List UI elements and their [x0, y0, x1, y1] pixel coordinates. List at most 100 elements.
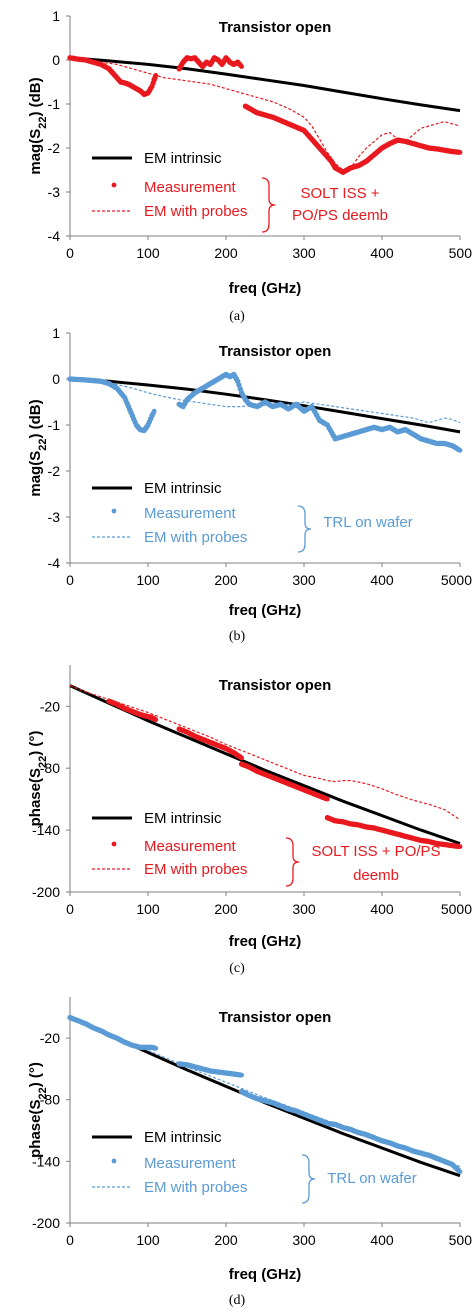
measurement-point — [325, 796, 330, 802]
y-axis-label-main: mag(S — [27, 129, 44, 175]
legend-label-measurement: Measurement — [144, 179, 237, 196]
x-tick-label: 100 — [136, 901, 160, 917]
y-axis-label: phase(S22) (°) — [27, 1062, 49, 1158]
y-tick-label: -140 — [32, 822, 60, 838]
legend-label-em-with-probes: EM with probes — [144, 203, 247, 220]
measurement-point — [457, 447, 463, 453]
measurement-point — [239, 1072, 245, 1078]
chart-panel-0: 1 0 -1 -2 -3 -4 0 100 200 300 400 500 freq (GHz) mag(… — [27, 8, 472, 324]
y-tick-label: -4 — [48, 555, 61, 571]
calibration-note: PO/PS deemb — [292, 207, 388, 224]
measurement-point — [153, 717, 159, 723]
x-axis-label: freq (GHz) — [229, 933, 302, 950]
measurement-point — [151, 408, 157, 414]
panel-caption: (b) — [229, 629, 246, 644]
y-axis-label: mag(S22) (dB) — [27, 399, 49, 496]
x-tick-label: 400 — [370, 245, 394, 261]
panel-caption: (c) — [229, 961, 245, 976]
calibration-note: SOLT ISS + — [300, 185, 379, 202]
y-axis-label-main: mag(S — [27, 451, 44, 497]
measurement-point — [457, 150, 463, 155]
y-axis-label-main: phase(S — [27, 1100, 44, 1158]
y-tick-label: 1 — [52, 8, 60, 24]
y-tick-label: -1 — [48, 96, 61, 112]
calibration-note: deemb — [353, 867, 399, 884]
chart-title: Transistor open — [219, 19, 332, 36]
measurement-point — [239, 755, 245, 761]
y-tick-label: 0 — [52, 52, 60, 68]
y-tick-label: -20 — [40, 1030, 60, 1046]
y-tick-label: -20 — [40, 698, 60, 714]
panel-caption: (a) — [229, 309, 245, 324]
chart-title: Transistor open — [219, 343, 332, 360]
x-tick-label: 100 — [136, 572, 160, 588]
y-tick-label: 1 — [52, 325, 60, 341]
y-axis-label-main: phase(S — [27, 768, 44, 826]
calibration-note: TRL on wafer — [323, 514, 412, 531]
x-tick-label: 100 — [136, 1232, 160, 1248]
y-tick-label: -80 — [40, 1092, 60, 1108]
chart-title: Transistor open — [219, 677, 332, 694]
panel-caption: (d) — [229, 1293, 246, 1308]
x-tick-label: 300 — [292, 245, 316, 261]
calibration-note: TRL on wafer — [327, 1170, 416, 1187]
measurement-point — [457, 1169, 463, 1174]
y-axis-label-tail: ) (dB) — [27, 77, 44, 116]
y-axis-label-sub: 22 — [37, 117, 49, 129]
legend-brace — [285, 837, 300, 887]
chart-panel-2: -20 -80 -140 -200 0 100 200 300 400 5000 freq (GHz… — [27, 665, 472, 976]
y-tick-label: 0 — [52, 371, 60, 387]
legend-label-em-with-probes: EM with probes — [144, 529, 247, 546]
y-tick-label: -200 — [32, 884, 60, 900]
y-axis-label-tail: ) (°) — [27, 731, 44, 756]
x-tick-label: 500 — [449, 245, 473, 261]
legend-label-em-intrinsic: EM intrinsic — [144, 480, 222, 497]
y-axis-label-sub: 22 — [37, 1087, 49, 1099]
chart-panel-1: 1 0 -1 -2 -3 -4 0 100 200 300 400 5000 freq (GHz) mag… — [27, 325, 472, 644]
legend-label-em-intrinsic: EM intrinsic — [144, 810, 222, 827]
series-line-em-intrinsic — [69, 56, 461, 113]
legend-swatch-measurement — [111, 508, 117, 514]
y-tick-label: -4 — [48, 228, 61, 244]
y-axis-label: mag(S22) (dB) — [27, 77, 49, 174]
legend-label-em-intrinsic: EM intrinsic — [144, 1129, 222, 1146]
y-tick-label: -2 — [48, 463, 61, 479]
y-tick-label: -200 — [32, 1215, 60, 1231]
x-tick-label: 300 — [292, 1232, 316, 1248]
x-tick-label: 100 — [136, 245, 160, 261]
x-tick-label: 0 — [66, 1232, 74, 1248]
x-axis-label: freq (GHz) — [229, 602, 302, 619]
legend-brace — [261, 177, 276, 233]
x-tick-label: 200 — [214, 572, 238, 588]
legend-swatch-measurement — [111, 182, 117, 188]
x-tick-label: 400 — [370, 901, 394, 917]
calibration-note: SOLT ISS + PO/PS — [311, 843, 440, 860]
y-tick-label: -1 — [48, 417, 61, 433]
legend-swatch-measurement — [111, 841, 117, 847]
series-line-em-with-probes — [69, 378, 461, 424]
y-tick-label: -2 — [48, 140, 61, 156]
y-tick-label: -140 — [32, 1153, 60, 1169]
x-axis-label: freq (GHz) — [229, 1266, 302, 1283]
x-tick-label: 5000 — [441, 901, 472, 917]
legend-label-measurement: Measurement — [144, 1155, 237, 1172]
y-axis-label-tail: ) (°) — [27, 1062, 44, 1087]
x-tick-label: 300 — [292, 572, 316, 588]
x-axis-label: freq (GHz) — [229, 280, 302, 297]
x-tick-label: 200 — [214, 901, 238, 917]
legend-brace — [301, 1154, 316, 1204]
legend-brace — [297, 505, 312, 553]
x-tick-label: 200 — [214, 245, 238, 261]
series-line-em-with-probes — [69, 57, 461, 171]
x-tick-label: 500 — [449, 1232, 473, 1248]
y-axis-label: phase(S22) (°) — [27, 731, 49, 827]
x-tick-label: 0 — [66, 901, 74, 917]
x-tick-label: 5000 — [441, 572, 472, 588]
legend-label-em-intrinsic: EM intrinsic — [144, 150, 222, 167]
legend-label-measurement: Measurement — [144, 838, 237, 855]
x-tick-label: 200 — [214, 1232, 238, 1248]
chart-title: Transistor open — [219, 1009, 332, 1026]
series-line-em-with-probes — [69, 685, 461, 821]
measurement-point — [457, 844, 463, 849]
